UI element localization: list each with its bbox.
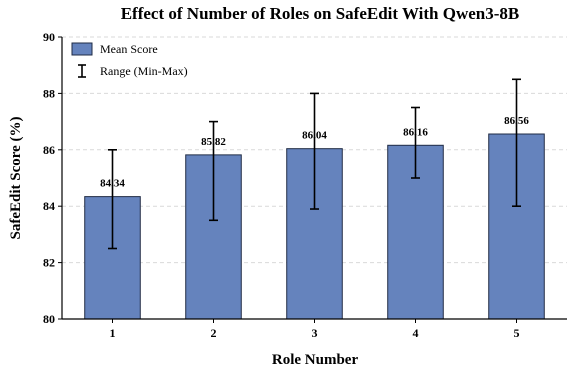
legend-label-range: Range (Min-Max) bbox=[100, 64, 188, 78]
y-tick-label: 80 bbox=[43, 312, 55, 326]
y-tick-label: 88 bbox=[43, 86, 55, 100]
legend-swatch-mean bbox=[71, 42, 93, 56]
x-tick-label: 4 bbox=[413, 326, 419, 340]
y-tick-label: 82 bbox=[43, 256, 55, 270]
data-label: 85.82 bbox=[201, 136, 226, 148]
chart-title: Effect of Number of Roles on SafeEdit Wi… bbox=[121, 4, 520, 23]
data-label: 86.04 bbox=[302, 130, 327, 142]
data-label: 84.34 bbox=[100, 178, 125, 190]
data-label: 86.56 bbox=[504, 115, 529, 127]
y-tick-label: 86 bbox=[43, 143, 55, 157]
x-axis-label: Role Number bbox=[272, 352, 359, 368]
x-tick-label: 5 bbox=[514, 326, 520, 340]
x-tick-label: 2 bbox=[211, 326, 217, 340]
data-label: 86.16 bbox=[403, 126, 428, 138]
y-tick-label: 84 bbox=[43, 199, 55, 213]
x-tick-label: 1 bbox=[110, 326, 116, 340]
y-axis-label: SafeEdit Score (%) bbox=[8, 116, 24, 239]
y-tick-label: 90 bbox=[43, 30, 55, 44]
x-tick-label: 3 bbox=[312, 326, 318, 340]
plot-area: 80 82 84 86 88 90 84.34 85.82 86.04 86.16 86.56 1 2 3… bbox=[43, 30, 567, 340]
legend-label-mean: Mean Score bbox=[100, 42, 158, 56]
